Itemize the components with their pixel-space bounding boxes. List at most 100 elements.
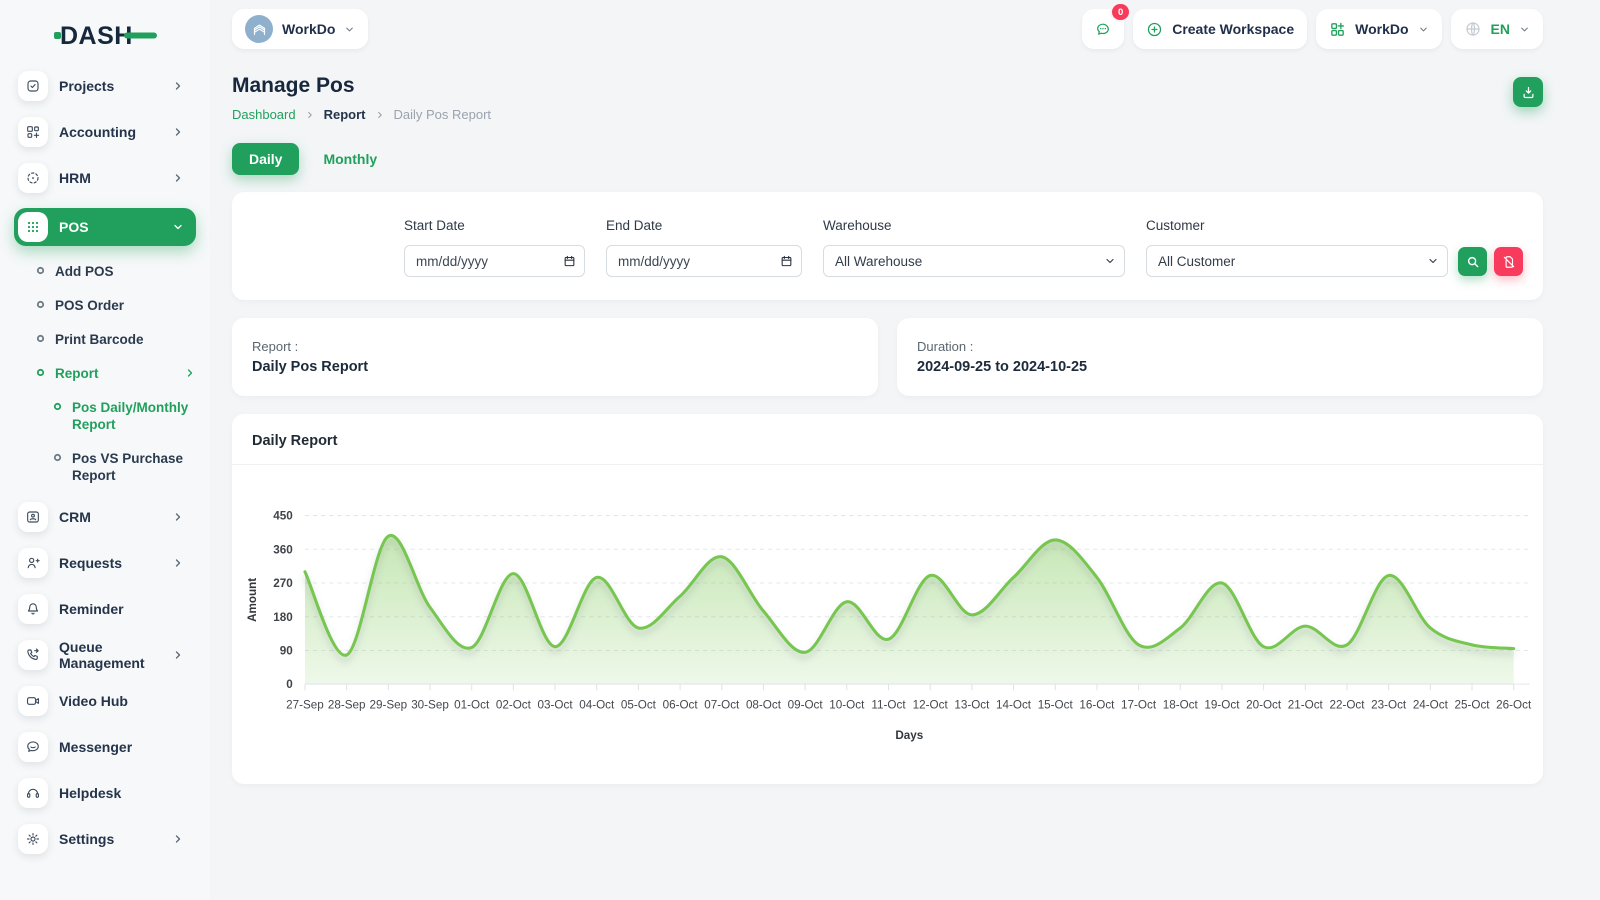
svg-text:28-Sep: 28-Sep	[328, 699, 366, 712]
svg-text:19-Oct: 19-Oct	[1204, 699, 1240, 712]
chevron-down-icon	[1418, 24, 1429, 35]
svg-text:29-Sep: 29-Sep	[370, 699, 408, 712]
svg-text:15-Oct: 15-Oct	[1038, 699, 1074, 712]
app-logo[interactable]: DASH	[54, 20, 210, 50]
sidebar-item-settings[interactable]: Settings	[14, 823, 192, 855]
sidebar-item-helpdesk[interactable]: Helpdesk	[14, 777, 192, 809]
svg-text:11-Oct: 11-Oct	[871, 699, 906, 712]
sidebar-item-crm[interactable]: CRM	[14, 501, 192, 533]
svg-text:03-Oct: 03-Oct	[538, 699, 574, 712]
end-date-label: End Date	[606, 218, 802, 233]
sidebar-subitem-pos-vs-purchase-report[interactable]: Pos VS Purchase Report	[53, 450, 196, 484]
svg-text:13-Oct: 13-Oct	[954, 699, 990, 712]
topbar: WorkDo 0 Create Workspace WorkDo	[232, 8, 1543, 50]
video-icon	[18, 686, 48, 716]
svg-text:06-Oct: 06-Oct	[663, 699, 699, 712]
chart-title: Daily Report	[232, 414, 1543, 465]
crm-icon	[18, 502, 48, 532]
sidebar-item-reminder[interactable]: Reminder	[14, 593, 192, 625]
bullet-icon	[36, 368, 45, 377]
svg-text:17-Oct: 17-Oct	[1121, 699, 1157, 712]
language-label: EN	[1491, 21, 1510, 37]
svg-text:01-Oct: 01-Oct	[454, 699, 490, 712]
download-button[interactable]	[1513, 77, 1543, 107]
daily-report-card: Daily Report 45036027018090027-Sep28-Sep…	[232, 414, 1543, 784]
start-date-input[interactable]	[404, 245, 585, 277]
svg-text:25-Oct: 25-Oct	[1455, 699, 1491, 712]
sidebar-subitem-print-barcode[interactable]: Print Barcode	[36, 331, 196, 348]
tab-daily[interactable]: Daily	[232, 143, 299, 175]
messages-badge: 0	[1112, 4, 1129, 20]
customer-select[interactable]: All Customer	[1146, 245, 1448, 277]
apply-search-button[interactable]	[1458, 247, 1487, 276]
duration-summary-card: Duration : 2024-09-25 to 2024-10-25	[897, 318, 1543, 396]
svg-text:30-Sep: 30-Sep	[411, 699, 449, 712]
sidebar-subitem-add-pos[interactable]: Add POS	[36, 263, 196, 280]
sidebar-subitem-pos-order[interactable]: POS Order	[36, 297, 196, 314]
chevron-right-icon	[305, 110, 315, 120]
svg-text:12-Oct: 12-Oct	[913, 699, 949, 712]
breadcrumb-current: Daily Pos Report	[394, 107, 492, 122]
sidebar-item-pos[interactable]: POS	[14, 208, 196, 246]
sidebar-subitem-pos-daily-monthly-report[interactable]: Pos Daily/Monthly Report	[53, 399, 196, 433]
duration-value: 2024-09-25 to 2024-10-25	[917, 359, 1523, 375]
chevron-right-icon	[172, 557, 184, 569]
main-content: WorkDo 0 Create Workspace WorkDo	[210, 0, 1600, 784]
svg-text:21-Oct: 21-Oct	[1288, 699, 1324, 712]
chevron-right-icon	[172, 172, 184, 184]
report-value: Daily Pos Report	[252, 359, 858, 375]
bullet-icon	[36, 300, 45, 309]
sidebar-item-projects[interactable]: Projects	[14, 70, 192, 102]
workspace-name: WorkDo	[282, 21, 335, 37]
sidebar-item-queue-management[interactable]: Queue Management	[14, 639, 192, 671]
sidebar-subitem-report[interactable]: Report	[36, 365, 196, 382]
chevron-right-icon	[184, 367, 196, 379]
report-tabs: Daily Monthly	[232, 143, 1543, 175]
svg-text:05-Oct: 05-Oct	[621, 699, 657, 712]
create-workspace-button[interactable]: Create Workspace	[1133, 9, 1307, 49]
bullet-icon	[36, 266, 45, 275]
globe-icon	[1464, 20, 1482, 38]
sidebar-item-hrm[interactable]: HRM	[14, 162, 192, 194]
workspace-selector[interactable]: WorkDo	[232, 9, 368, 49]
tab-monthly[interactable]: Monthly	[313, 143, 387, 175]
bullet-icon	[36, 334, 45, 343]
breadcrumb-report[interactable]: Report	[324, 107, 366, 122]
customer-label: Customer	[1146, 218, 1448, 233]
chevron-right-icon	[172, 649, 184, 661]
workdo-menu-button[interactable]: WorkDo	[1316, 9, 1441, 49]
filter-card: Start Date End Date Warehous	[232, 192, 1543, 300]
requests-icon	[18, 548, 48, 578]
sidebar-item-requests[interactable]: Requests	[14, 547, 192, 579]
breadcrumb-dashboard[interactable]: Dashboard	[232, 107, 296, 122]
building-icon	[252, 22, 267, 37]
end-date-input[interactable]	[606, 245, 802, 277]
sidebar-item-messenger[interactable]: Messenger	[14, 731, 192, 763]
create-workspace-label: Create Workspace	[1172, 21, 1294, 37]
svg-text:Days: Days	[895, 729, 923, 742]
language-selector[interactable]: EN	[1451, 9, 1543, 49]
sidebar-item-accounting[interactable]: Accounting	[14, 116, 192, 148]
daily-report-chart[interactable]: 45036027018090027-Sep28-Sep29-Sep30-Sep0…	[232, 465, 1543, 776]
svg-text:23-Oct: 23-Oct	[1371, 699, 1407, 712]
sidebar-item-video-hub[interactable]: Video Hub	[14, 685, 192, 717]
svg-text:08-Oct: 08-Oct	[746, 699, 782, 712]
chevron-right-icon	[375, 110, 385, 120]
reminder-icon	[18, 594, 48, 624]
grid-plus-icon	[1329, 21, 1346, 38]
svg-text:02-Oct: 02-Oct	[496, 699, 532, 712]
bullet-icon	[53, 402, 62, 411]
accounting-icon	[18, 117, 48, 147]
pos-icon	[18, 212, 48, 242]
download-icon	[1521, 85, 1536, 100]
messages-button[interactable]: 0	[1082, 9, 1124, 49]
duration-label: Duration :	[917, 339, 1523, 354]
sidebar: DASH Projects Accounting HRM POS Add POS POS …	[0, 0, 210, 900]
warehouse-select[interactable]: All Warehouse	[823, 245, 1125, 277]
svg-text:18-Oct: 18-Oct	[1163, 699, 1199, 712]
queue-icon	[18, 640, 48, 670]
svg-text:24-Oct: 24-Oct	[1413, 699, 1449, 712]
reset-filter-button[interactable]	[1494, 247, 1523, 276]
chevron-right-icon	[172, 833, 184, 845]
page-title: Manage Pos	[232, 74, 1543, 98]
